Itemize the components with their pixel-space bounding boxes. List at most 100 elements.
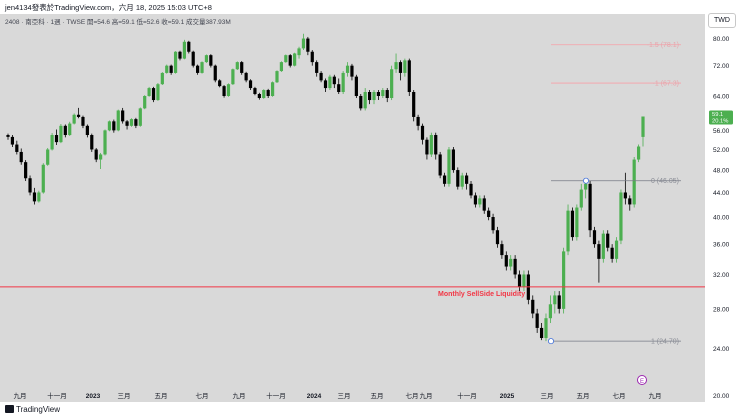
- candle-body: [487, 210, 491, 218]
- earnings-icon[interactable]: E: [637, 375, 647, 386]
- candle-body: [579, 189, 583, 208]
- candle-body: [19, 151, 23, 163]
- candle-body: [279, 62, 284, 72]
- candle-body: [350, 65, 354, 77]
- y-tick-label: 36.00: [713, 242, 730, 249]
- y-tick-label: 64.00: [713, 93, 730, 100]
- x-tick-label: 十一月: [457, 391, 477, 400]
- candle-body: [341, 72, 345, 93]
- candle-body: [15, 144, 19, 152]
- last-price-badge: 59.120.1%: [709, 110, 733, 125]
- candle-body: [332, 76, 336, 85]
- chart-header: jen4134發表於TradingView.com，六月 18, 2025 15…: [0, 0, 740, 14]
- candle-body: [284, 55, 288, 63]
- last-price-value: 59.1: [712, 112, 723, 118]
- svg-text:E: E: [640, 379, 644, 385]
- candle-body: [244, 72, 248, 81]
- candle-body: [623, 192, 627, 199]
- candle-body: [107, 121, 112, 131]
- candle-body: [41, 164, 45, 193]
- candle-body: [72, 114, 76, 124]
- y-tick-label: 40.00: [713, 215, 730, 222]
- candle-body: [535, 313, 539, 328]
- tradingview-logo-text: TradingView: [16, 405, 61, 414]
- candle-body: [376, 92, 381, 96]
- candle-body: [588, 183, 592, 231]
- candle-body: [6, 135, 10, 137]
- candle-body: [632, 159, 636, 205]
- candle-body: [531, 299, 535, 314]
- candle-body: [138, 108, 142, 126]
- candle-body: [354, 76, 358, 96]
- candle-body: [451, 149, 455, 171]
- candle-body: [306, 38, 310, 52]
- x-tick-label: 九月: [233, 391, 246, 400]
- candle-body: [200, 62, 204, 73]
- candle-body: [90, 135, 94, 150]
- candle-body: [222, 86, 226, 96]
- candle-body: [473, 195, 478, 205]
- candle-body: [584, 183, 588, 190]
- candle-body: [248, 80, 253, 89]
- candle-body: [297, 48, 301, 56]
- candle-body: [465, 175, 469, 184]
- candle-body: [345, 65, 350, 73]
- candle-body: [81, 116, 85, 126]
- y-tick-label: 20.00: [713, 393, 730, 400]
- time-axis[interactable]: 九月 十一月 2023 三月 五月 七月 九月 十一月 2024 三月 五月 七月 九月 十一月 2025 三…: [14, 391, 662, 400]
- y-tick-label: 80.00: [713, 36, 730, 43]
- candle-body: [99, 154, 103, 160]
- tradingview-logo[interactable]: TradingView: [5, 405, 60, 414]
- y-tick-label: 32.00: [713, 272, 730, 279]
- candle-body: [50, 135, 54, 150]
- candle-body: [394, 62, 398, 70]
- candle-body: [385, 90, 389, 99]
- candle-body: [160, 72, 164, 85]
- x-tick-label: 三月: [541, 392, 554, 400]
- candle-body: [447, 149, 451, 184]
- candle-body: [116, 110, 120, 131]
- candle-body: [442, 175, 447, 184]
- candle-body: [513, 258, 517, 275]
- currency-button[interactable]: TWD: [708, 13, 736, 28]
- y-tick-label: 48.00: [713, 168, 730, 175]
- candle-body: [429, 135, 433, 155]
- y-tick-label: 24.00: [713, 346, 730, 353]
- candle-body: [548, 304, 552, 319]
- candle-body: [636, 146, 641, 160]
- candle-body: [412, 92, 416, 117]
- level-label: 1 (24.70): [651, 339, 679, 346]
- candle-body: [125, 121, 129, 126]
- candle-body: [482, 198, 486, 211]
- candle-body: [213, 65, 217, 81]
- price-axis[interactable]: 20.00 24.00 28.00 32.00 36.00 40.00 44.00 48.00…: [713, 12, 730, 400]
- candle-body: [147, 88, 151, 96]
- y-tick-label: 72.00: [713, 63, 730, 70]
- candle-body: [266, 90, 270, 96]
- candle-body: [94, 149, 98, 160]
- level-label: -1 (67.3): [653, 81, 679, 88]
- candle-body: [169, 65, 173, 73]
- candle-body: [59, 125, 63, 143]
- candle-body: [363, 92, 367, 109]
- candle-body: [434, 135, 438, 155]
- header-title: jen4134發表於TradingView.com，六月 18, 2025 15…: [5, 3, 212, 12]
- candle-body: [460, 175, 464, 187]
- x-tick-label: 五月: [577, 392, 590, 400]
- level-anchor-marker[interactable]: [583, 177, 590, 184]
- candle-body: [544, 318, 548, 339]
- candle-body: [398, 62, 403, 73]
- x-tick-label: 五月: [371, 392, 384, 400]
- x-tick-label: 七月: [406, 391, 419, 400]
- candle-body: [553, 295, 557, 305]
- candle-body: [121, 110, 125, 122]
- candle-body: [204, 55, 209, 63]
- x-tick-label: 十一月: [47, 391, 67, 400]
- x-tick-label: 九月: [649, 391, 662, 400]
- candle-body: [416, 116, 420, 126]
- level-anchor-marker[interactable]: [548, 338, 555, 345]
- candle-body: [226, 84, 231, 96]
- candle-body: [32, 192, 37, 202]
- candle-body: [509, 258, 513, 267]
